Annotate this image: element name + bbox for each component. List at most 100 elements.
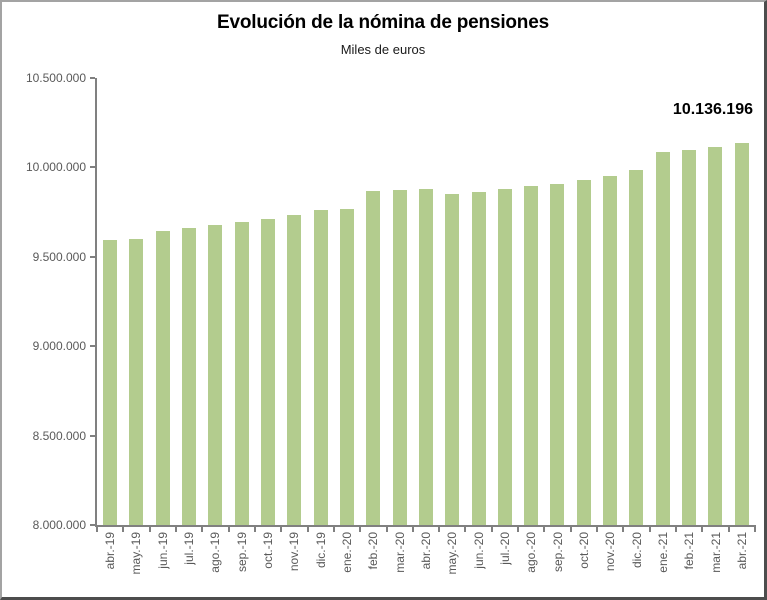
x-axis-tick <box>359 525 362 532</box>
bar-cell-ago-19 <box>202 78 228 525</box>
y-axis-tick <box>90 255 95 258</box>
x-axis-tick <box>490 525 493 532</box>
bar-cell-dic-19 <box>308 78 334 525</box>
x-axis-label-ene-20: ene.-20 <box>340 532 355 573</box>
bar-nov-19 <box>287 214 302 525</box>
x-axis-label-jun-19: jun.-19 <box>155 532 170 569</box>
x-axis-label-jul-19: jul.-19 <box>182 532 197 565</box>
bar-may-19 <box>129 238 144 525</box>
x-axis-tick <box>438 525 441 532</box>
bar-cell-nov-19 <box>281 78 307 525</box>
x-axis-tick <box>622 525 625 532</box>
bar-cell-ene-21 <box>650 78 676 525</box>
x-axis-label-oct-19: oct.-19 <box>261 532 276 569</box>
x-axis-label-ago-20: ago.-20 <box>524 532 539 573</box>
x-axis-tick <box>306 525 309 532</box>
x-axis-label-dic-20: dic.-20 <box>629 532 644 569</box>
y-axis-tick <box>90 166 95 169</box>
x-axis-tick <box>227 525 230 532</box>
x-axis-tick <box>280 525 283 532</box>
bar-cell-sep-19 <box>229 78 255 525</box>
bar-cell-may-20 <box>439 78 465 525</box>
x-axis-label-abr-20: abr.-20 <box>419 532 433 570</box>
max-value-data-label: 10.136.196 <box>672 101 753 118</box>
y-axis-tick <box>90 77 95 79</box>
x-axis-label-nov-19: nov.-19 <box>287 532 302 572</box>
bar-cell-mar-21 <box>702 78 728 525</box>
x-axis-tick <box>701 525 704 532</box>
x-axis-tick <box>727 525 730 532</box>
bar-mar-20 <box>392 189 407 525</box>
bar-cell-oct-20 <box>571 78 597 525</box>
x-axis-tick <box>411 525 414 532</box>
x-axis-label-may-19: may.-19 <box>129 532 144 575</box>
x-axis-label-sep-19: sep.-19 <box>234 532 249 573</box>
bar-oct-20 <box>576 180 591 525</box>
plot-area: 10.500.000 10.000.000 9.500.000 9.000.000 8.… <box>26 71 756 574</box>
bar-cell-ene-20 <box>334 78 360 525</box>
y-axis-tick <box>90 524 95 526</box>
bar-cell-jul-19 <box>176 78 202 525</box>
chart-subtitle: Miles de euros <box>340 42 426 57</box>
x-axis-tick <box>517 525 520 532</box>
bar-abr-19 <box>103 239 118 525</box>
bar-cell-feb-21 <box>676 78 702 525</box>
bar-series <box>97 78 755 525</box>
bar-cell-ago-20 <box>518 78 544 525</box>
x-axis-tick <box>675 525 678 532</box>
bar-cell-abr-20 <box>413 78 439 525</box>
bar-dic-20 <box>629 170 644 525</box>
bar-feb-20 <box>366 190 381 525</box>
x-axis-label-dic-19: dic.-19 <box>313 532 328 569</box>
bar-jul-20 <box>497 188 512 525</box>
bar-cell-sep-20 <box>544 78 570 525</box>
y-axis-label: 9.500.000 <box>32 249 86 264</box>
x-axis-label-feb-21: feb.-21 <box>682 532 697 570</box>
bar-ene-21 <box>655 152 670 525</box>
bar-cell-jun-19 <box>150 78 176 525</box>
x-axis-label-ene-21: ene.-21 <box>655 532 670 573</box>
bar-dic-19 <box>313 210 328 525</box>
x-axis-label-abr-21: abr.-21 <box>734 532 749 570</box>
bar-jul-19 <box>182 227 197 525</box>
y-axis-label: 8.000.000 <box>32 518 86 532</box>
x-axis-label-jun-20: jun.-20 <box>471 532 486 569</box>
y-axis-label: 9.000.000 <box>32 339 86 354</box>
x-axis-label-nov-20: nov.-20 <box>603 532 618 572</box>
x-axis-tick <box>543 525 546 532</box>
bar-ago-20 <box>524 185 539 525</box>
x-axis-tick <box>201 525 204 532</box>
x-axis-tick <box>648 525 651 532</box>
y-axis-label: 10.500.000 <box>25 71 86 85</box>
x-axis-tick <box>122 525 125 532</box>
bar-cell-jun-20 <box>465 78 491 525</box>
y-axis-tick <box>90 434 95 437</box>
bar-cell-abr-21 <box>729 78 755 525</box>
y-axis-label: 10.000.000 <box>25 160 86 175</box>
bar-cell-feb-20 <box>360 78 386 525</box>
bar-nov-20 <box>603 175 618 525</box>
bar-cell-abr-19 <box>97 78 123 525</box>
bar-mar-21 <box>708 146 723 525</box>
bar-sep-19 <box>234 221 249 525</box>
x-axis-tick <box>385 525 388 532</box>
x-axis-label-sep-20: sep.-20 <box>550 532 565 573</box>
x-axis-tick <box>253 525 256 532</box>
x-axis-label-feb-20: feb.-20 <box>366 532 381 570</box>
x-axis-tick <box>174 525 177 532</box>
bar-cell-jul-20 <box>492 78 518 525</box>
x-axis-tick <box>754 525 756 532</box>
bar-may-20 <box>445 193 460 525</box>
x-axis-label-mar-20: mar.-20 <box>392 532 407 573</box>
bar-cell-oct-19 <box>255 78 281 525</box>
bar-jun-20 <box>471 192 486 525</box>
y-axis-tick <box>90 345 95 348</box>
bar-cell-may-19 <box>123 78 149 525</box>
bar-cell-nov-20 <box>597 78 623 525</box>
x-axis-tick <box>148 525 151 532</box>
x-axis-tick <box>464 525 467 532</box>
x-axis-label-jul-20: jul.-20 <box>497 532 512 565</box>
x-axis-tick <box>96 525 98 532</box>
